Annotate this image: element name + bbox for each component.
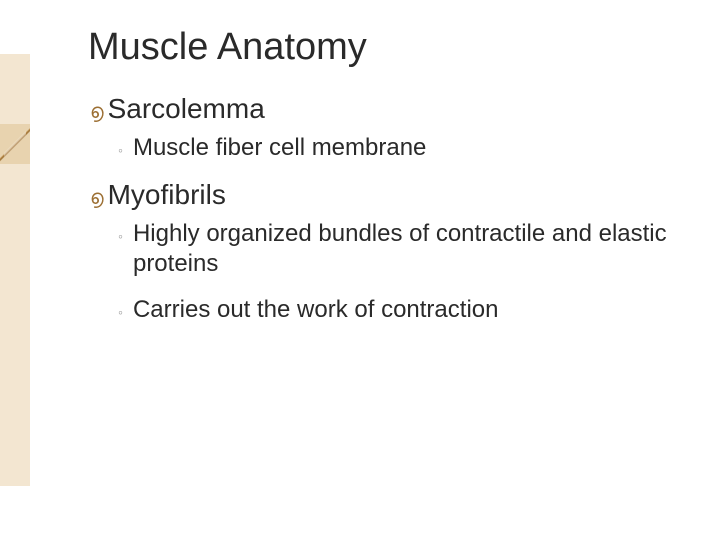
slide-content: Muscle Anatomy ൭ Sarcolemma ◦ Muscle fib… — [0, 0, 720, 540]
ring-bullet-icon: ◦ — [118, 228, 123, 244]
bullet-level2: ◦ Highly organized bundles of contractil… — [118, 219, 680, 279]
swirl-bullet-icon: ൭ — [90, 188, 104, 208]
bullet-level2: ◦ Carries out the work of contraction — [118, 295, 680, 325]
bullet-level2: ◦ Muscle fiber cell membrane — [118, 133, 680, 163]
bullet-level1: ൭ Myofibrils — [90, 179, 680, 211]
bullet-text: Myofibrils — [108, 179, 226, 211]
slide-title: Muscle Anatomy — [88, 26, 680, 69]
bullet-level1: ൭ Sarcolemma — [90, 93, 680, 125]
ring-bullet-icon: ◦ — [118, 304, 123, 320]
sub-bullet-text: Carries out the work of contraction — [133, 295, 499, 325]
sub-bullet-text: Highly organized bundles of contractile … — [133, 219, 680, 279]
ring-bullet-icon: ◦ — [118, 142, 123, 158]
bullet-text: Sarcolemma — [108, 93, 265, 125]
sub-bullet-text: Muscle fiber cell membrane — [133, 133, 426, 163]
swirl-bullet-icon: ൭ — [90, 102, 104, 122]
